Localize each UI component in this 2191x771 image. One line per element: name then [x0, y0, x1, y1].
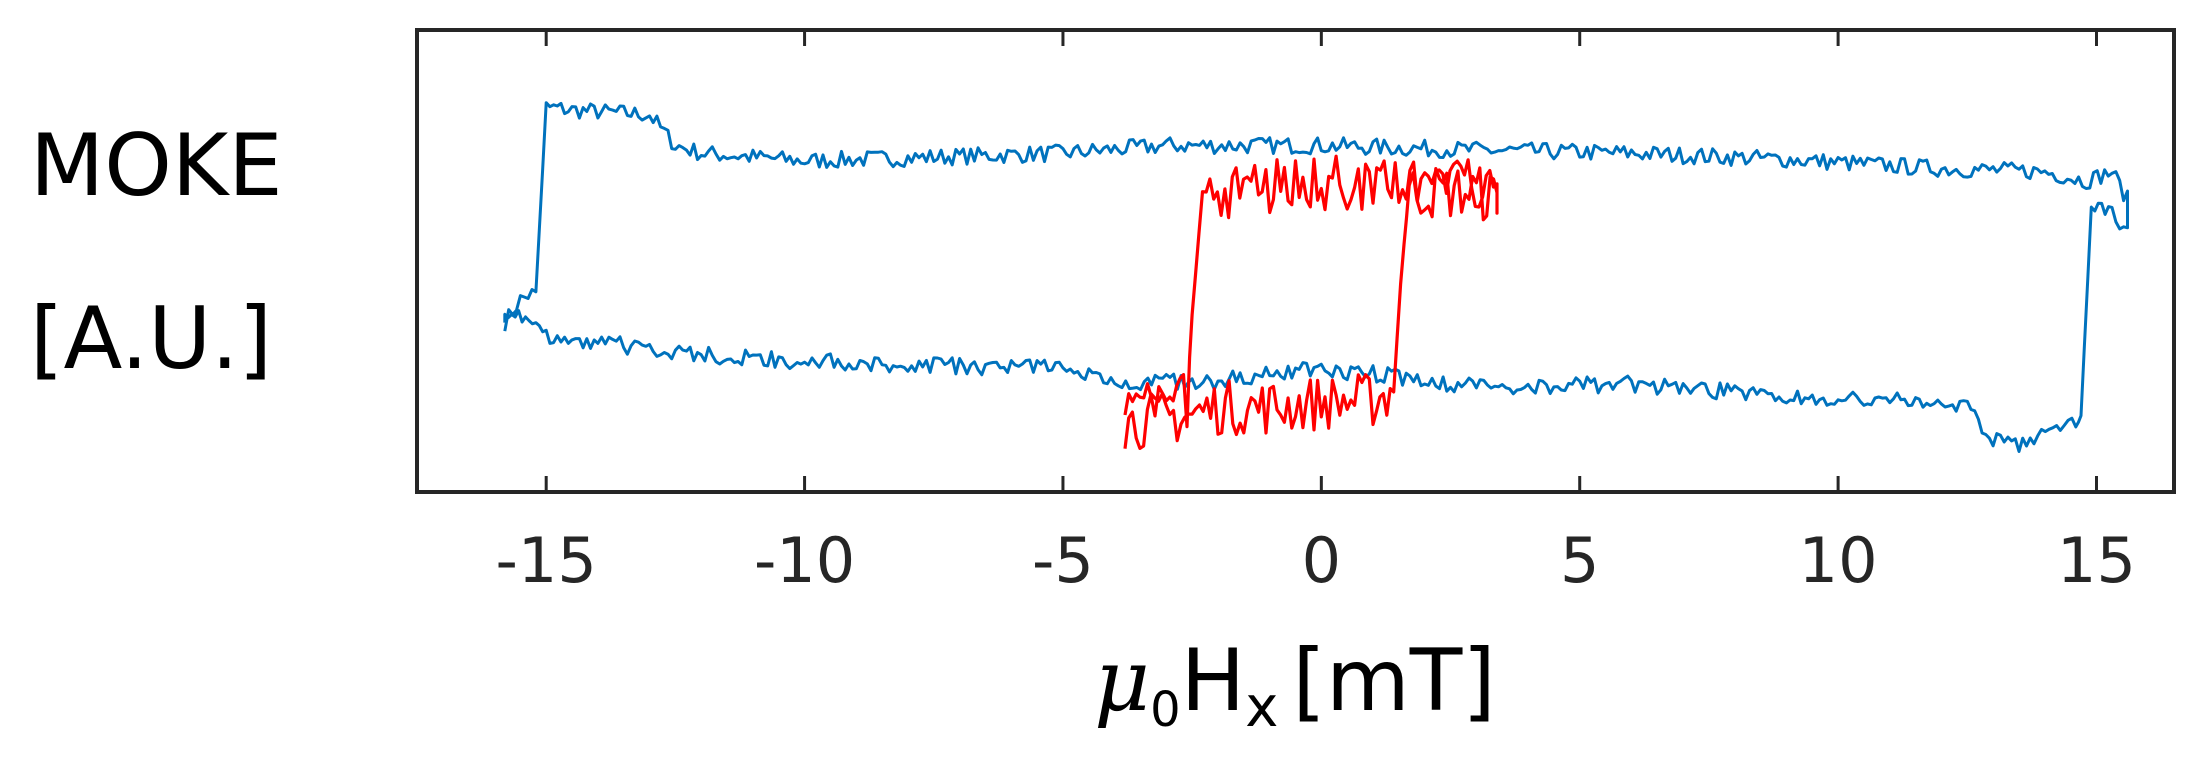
x-ticks: -15 -10 -5 0 5 10 15 — [496, 30, 2136, 597]
x-tick-label: 5 — [1560, 524, 1599, 597]
y-axis-label: MOKE [A.U.] — [30, 116, 283, 389]
plot-area — [417, 30, 2174, 492]
x-axis-label-unit: [mT] — [1292, 631, 1495, 731]
x-tick-label: -15 — [496, 524, 597, 597]
x-tick-label: 0 — [1302, 524, 1341, 597]
series-line-1 — [503, 101, 2129, 453]
x-axis-label: μ0Hx [mT] — [1094, 631, 1496, 740]
x-axis-label-mu-subscript: 0 — [1150, 682, 1181, 738]
y-axis-label-line-1: MOKE — [30, 116, 283, 216]
y-axis-label-line-2: [A.U.] — [30, 289, 272, 389]
axes-box — [415, 28, 2176, 494]
x-axis-label-field: H — [1181, 631, 1246, 731]
x-axis-label-mu: μ — [1094, 631, 1150, 731]
series-line-2 — [1123, 154, 1499, 450]
x-tick-label: 15 — [2057, 524, 2136, 597]
x-axis-label-field-subscript: x — [1245, 675, 1278, 740]
x-tick-label: -5 — [1032, 524, 1094, 597]
series-layer — [503, 101, 2129, 453]
x-tick-label: -10 — [754, 524, 855, 597]
x-tick-label: 10 — [1799, 524, 1878, 597]
